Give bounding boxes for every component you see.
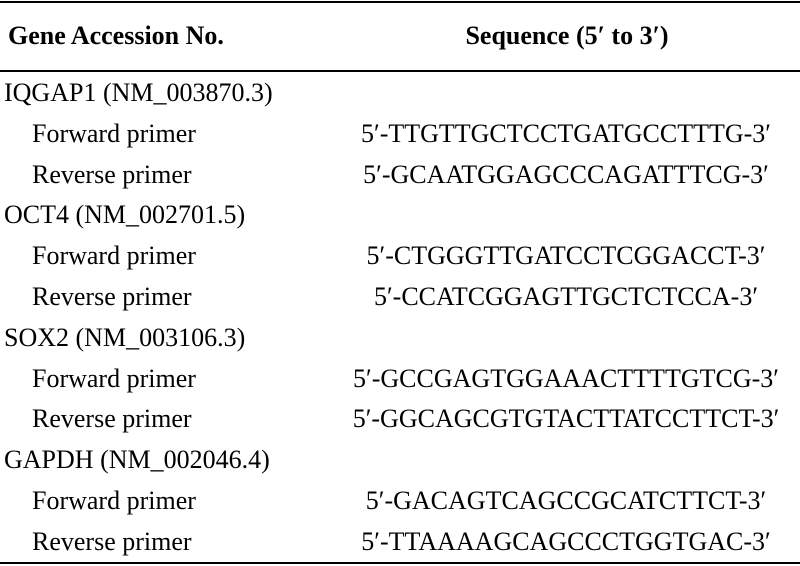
primer-label: Reverse primer	[32, 159, 192, 189]
top-rule	[0, 1, 800, 3]
primer-label: Reverse primer	[32, 282, 192, 311]
primer-label: Reverse primer	[32, 404, 192, 434]
header-cell: Gene Accession No.	[8, 21, 224, 50]
primer-label: Forward primer	[32, 363, 196, 393]
bottom-rule	[0, 562, 800, 564]
gene-label: SOX2 (NM_003106.3)	[4, 322, 246, 352]
header-rule	[0, 70, 800, 72]
primer-label: Forward primer	[32, 241, 196, 271]
sequence: 5′-GGCAGCGTGTACTTATCCTTCT-3′	[352, 404, 780, 434]
sequence: 5′-GACAGTCAGCCGCATCTTCT-3′	[365, 486, 767, 515]
header-cell: Sequence (5′ to 3′)	[465, 21, 669, 50]
gene-label: GAPDH (NM_002046.4)	[4, 445, 270, 475]
sequence: 5′-GCCGAGTGGAAACTTTTGTCG-3′	[353, 363, 779, 393]
sequence: 5′-CTGGGTTGATCCTCGGACCT-3′	[366, 241, 766, 271]
primer-label: Forward primer	[32, 118, 196, 148]
primer-label: Forward primer	[32, 486, 196, 515]
primer-label: Reverse primer	[32, 526, 192, 556]
gene-label: OCT4 (NM_002701.5)	[4, 200, 246, 230]
gene-label: IQGAP1 (NM_003870.3)	[4, 78, 273, 107]
sequence: 5′-TTAAAAGCAGCCCTGGTGAC-3′	[361, 526, 771, 556]
sequence: 5′-GCAATGGAGCCCAGATTTCG-3′	[363, 159, 769, 189]
sequence: 5′-TTGTTGCTCCTGATGCCTTTG-3′	[361, 118, 771, 148]
sequence: 5′-CCATCGGAGTTGCTCTCCA-3′	[373, 282, 759, 311]
